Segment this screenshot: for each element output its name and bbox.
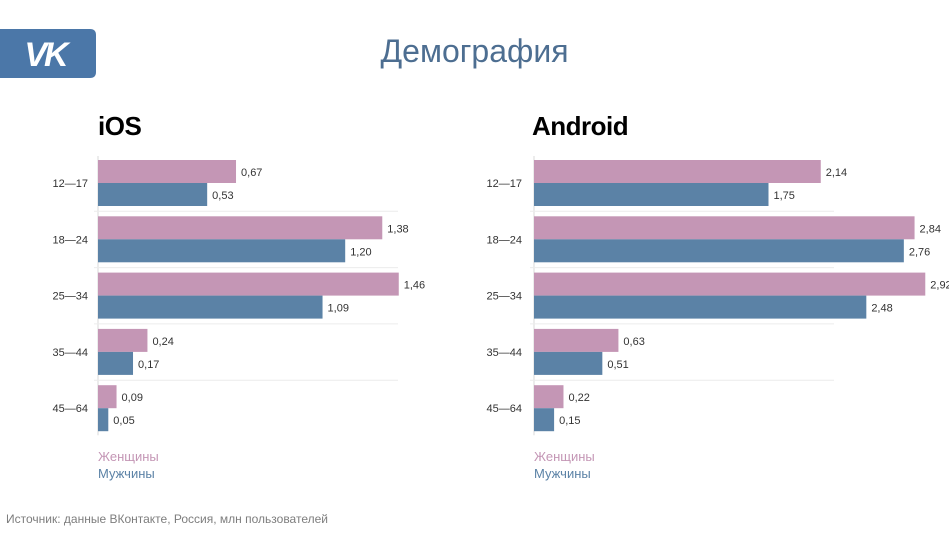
page-title: Демография — [380, 33, 569, 69]
value-label-men: 0,17 — [138, 359, 159, 371]
value-label-men: 1,09 — [328, 303, 349, 315]
value-label-women: 0,09 — [122, 392, 143, 404]
bar-men — [98, 239, 346, 263]
chart-title-ios: iOS — [98, 111, 142, 141]
bar-women — [98, 272, 399, 296]
category-label: 35—44 — [487, 347, 522, 359]
category-label: 35—44 — [53, 347, 88, 359]
value-label-women: 2,92 — [930, 280, 949, 292]
chart-title-android: Android — [532, 111, 629, 141]
bar-women — [534, 272, 926, 296]
bar-women — [98, 328, 148, 352]
bar-men — [534, 408, 555, 432]
category-label: 18—24 — [53, 234, 88, 246]
bar-women — [534, 160, 821, 183]
value-label-men: 2,48 — [871, 303, 892, 315]
value-label-men: 1,75 — [774, 190, 795, 202]
bar-women — [534, 216, 915, 240]
category-label: 25—34 — [53, 291, 88, 303]
legend-women: Женщины — [534, 449, 595, 464]
bar-women — [534, 385, 564, 409]
bar-men — [98, 351, 134, 375]
bar-women — [534, 328, 619, 352]
bar-men — [534, 183, 769, 206]
value-label-men: 0,15 — [559, 415, 580, 427]
value-label-men: 2,76 — [909, 246, 930, 258]
value-label-women: 2,84 — [920, 223, 941, 235]
vk-logo: VK — [0, 29, 96, 78]
value-label-women: 2,14 — [826, 167, 847, 179]
value-label-men: 0,05 — [113, 415, 134, 427]
category-label: 18—24 — [487, 234, 522, 246]
value-label-men: 1,20 — [350, 246, 371, 258]
value-label-women: 0,67 — [241, 167, 262, 179]
category-label: 25—34 — [487, 291, 522, 303]
category-label: 12—17 — [53, 178, 88, 190]
bar-men — [534, 239, 904, 263]
legend-men: Мужчины — [98, 466, 155, 481]
bar-men — [98, 408, 109, 432]
legend-men: Мужчины — [534, 466, 591, 481]
bar-women — [98, 216, 383, 240]
value-label-women: 1,38 — [387, 223, 408, 235]
value-label-women: 0,22 — [568, 392, 589, 404]
value-label-men: 0,51 — [607, 359, 628, 371]
bar-men — [98, 183, 208, 206]
bar-men — [534, 295, 867, 319]
value-label-women: 0,63 — [623, 336, 644, 348]
category-label: 12—17 — [487, 178, 522, 190]
value-label-men: 0,53 — [212, 190, 233, 202]
value-label-women: 1,46 — [404, 280, 425, 292]
category-label: 45—64 — [487, 403, 522, 415]
bar-men — [534, 351, 603, 375]
source-note: Источник: данные ВКонтакте, Россия, млн … — [6, 512, 328, 526]
bar-women — [98, 385, 117, 409]
bar-men — [98, 295, 323, 319]
category-label: 45—64 — [53, 403, 88, 415]
bar-women — [98, 160, 237, 183]
legend-women: Женщины — [98, 449, 159, 464]
value-label-women: 0,24 — [152, 336, 173, 348]
